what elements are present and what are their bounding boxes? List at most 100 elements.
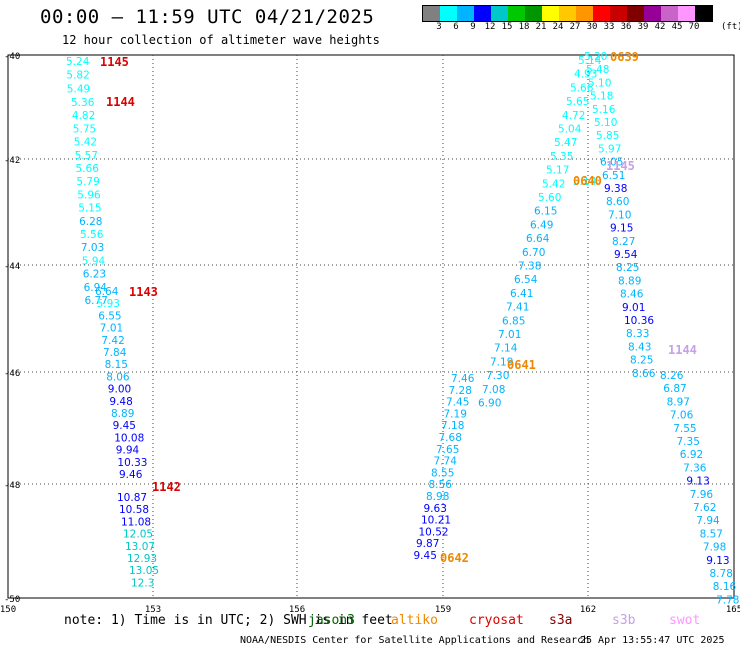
wave-height-label: 9.94 [116,445,140,457]
colorbar-swatch [525,6,542,21]
wave-height-label: 9.13 [706,555,729,567]
wave-height-label: 8.43 [628,341,651,353]
pass-time-label: 0642 [440,551,469,565]
wave-height-label: 12.05 [123,529,153,541]
wave-height-label: 9.63 [424,503,447,515]
wave-height-label: 5.10 [588,77,611,89]
wave-height-label: 6.87 [663,383,686,395]
satellite-legend-item: s3a [549,613,573,628]
wave-height-label: 6.64 [95,286,119,298]
colorbar-swatch [610,6,627,21]
colorbar-tick-label: 24 [552,22,564,32]
wave-height-label: 7.98 [703,542,726,554]
wave-height-label: 7.08 [482,384,505,396]
wave-height-label: 5.18 [590,91,613,103]
wave-height-label: 9.46 [119,469,143,481]
wave-height-label: 6.94 [84,282,108,294]
colorbar-swatch [559,6,576,21]
wave-height-label: 8.97 [667,396,690,408]
wave-height-label: 5.42 [542,178,565,190]
satellite-legend-item: cryosat [469,613,524,628]
wave-height-label: 8.33 [626,328,649,340]
wave-height-label: 5.17 [546,165,569,177]
colorbar-swatch [474,6,491,21]
colorbar-swatch [678,6,695,21]
colorbar-swatch [440,6,457,21]
wave-height-label: 8.27 [612,236,635,248]
colorbar-swatch [508,6,525,21]
wave-height-label: 7.42 [101,335,124,347]
wave-height-label: 7.62 [693,502,716,514]
wave-height-label: 7.45 [446,397,469,409]
wave-height-label: 5.35 [550,151,573,163]
wave-height-label: 6.28 [79,216,102,228]
colorbar-swatch [423,6,440,21]
colorbar-swatch [695,6,712,21]
wave-height-label: 6.05 [600,157,623,169]
colorbar-tick-label: 15 [501,22,513,32]
wave-height-label: 5.93 [97,298,120,310]
wave-height-label: 6.90 [478,398,501,410]
wave-height-label: 6.77 [85,295,108,307]
map-title: 00:00 – 11:59 UTC 04/21/2025 [40,6,375,28]
wave-height-label: 8.46 [620,289,644,301]
wave-height-label: 7.10 [608,209,631,221]
latitude-tick-label: -46 [4,369,20,379]
wave-height-label: 8.15 [105,359,128,371]
wave-height-label: 6.92 [680,449,703,461]
longitude-tick-label: 150 [0,605,16,615]
latitude-tick-label: -42 [4,156,20,166]
wave-height-label: 7.38 [518,261,541,273]
wave-height-label: 8.06 [106,371,130,383]
altimeter-pass: 5.14 4.935.66 5.65 4.72 5.045.47 5.35 5.175.42… [478,50,639,410]
wave-height-label: 8.60 [606,196,629,208]
longitude-tick-label: 165 [726,605,740,615]
altimeter-pass: 8.266.878.977.067.557.356.927.369.137.96… [660,343,739,606]
wave-height-label: 5.85 [596,130,619,142]
wave-height-label: 7.28 [449,385,472,397]
wave-height-label: 7.74 [434,456,458,468]
colorbar-tick-label: 9 [470,22,476,32]
colorbar-tick-label: 21 [535,22,547,32]
pass-time-label: 0641 [507,358,536,372]
wave-height-label: 7.41 [506,302,529,314]
wave-height-label: 6.55 [98,310,121,322]
colorbar-swatch [644,6,661,21]
wave-height-label: 6.41 [510,288,533,300]
colorbar-swatch [627,6,644,21]
pass-time-label: 1144 [668,343,697,357]
latitude-tick-label: -48 [4,481,20,491]
wave-height-label: 5.65 [566,96,589,108]
wave-height-label: 8.26 [660,370,684,382]
wave-height-label: 9.13 [686,476,709,488]
altimeter-pass: 7.467.287.457.197.187.687.657.748.558.56… [414,358,536,562]
wave-height-label: 5.42 [74,137,97,149]
wave-height-label: 7.01 [100,323,123,335]
wave-height-label: 5.24 [66,56,90,68]
wave-height-label: 7.06 [670,410,694,422]
longitude-tick-label: 159 [435,605,451,615]
wave-height-label: 4.82 [72,110,95,122]
wave-height-label: 5.94 [82,255,106,267]
wave-height-label: 4.72 [562,110,585,122]
colorbar-swatch [576,6,593,21]
colorbar-tick-label: 33 [603,22,615,32]
wave-height-label: 5.60 [538,192,561,204]
wave-height-label: 7.30 [486,370,509,382]
pass-time-label: 1145 [606,159,635,173]
colorbar-tick-label: 70 [688,22,700,32]
wave-height-label: 5.14 [573,176,597,188]
colorbar-tick-label: 36 [620,22,632,32]
wave-height-label: 8.98 [426,491,449,503]
colorbar-tick-label: 39 [637,22,649,32]
wave-height-label: 8.89 [111,408,134,420]
wave-height-label: 5.36 [71,97,95,109]
pass-time-label: 1145 [100,55,129,69]
pass-time-label: 1144 [106,95,135,109]
map-subtitle: 12 hour collection of altimeter wave hei… [62,33,380,47]
wave-height-label: 8.57 [700,528,723,540]
altimeter-pass: 5.24 5.825.49 1145 [66,55,129,95]
wave-height-label: 10.52 [419,526,449,538]
colorbar-tick-label: 3 [436,22,442,32]
wave-height-label: 10.21 [421,515,451,527]
